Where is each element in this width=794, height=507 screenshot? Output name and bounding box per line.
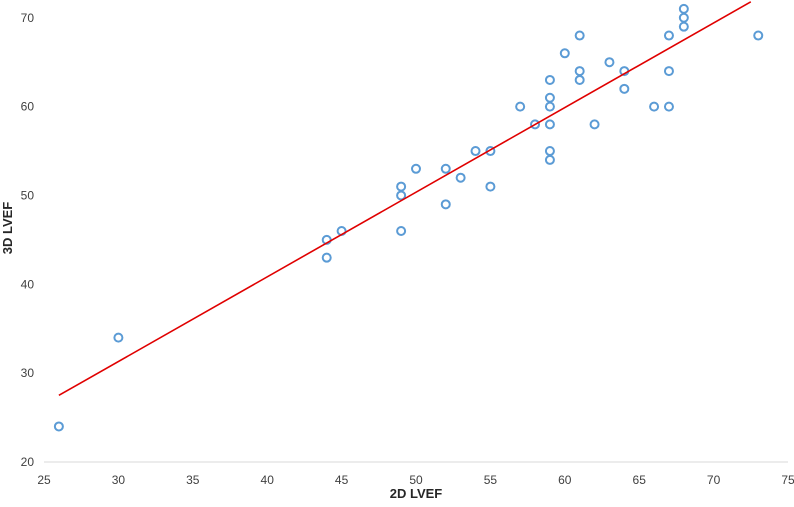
x-tick-label: 60	[558, 473, 572, 487]
data-point	[530, 119, 541, 130]
y-tick-label: 70	[21, 11, 35, 25]
x-tick-label: 45	[335, 473, 349, 487]
x-axis-title: 2D LVEF	[390, 486, 443, 501]
x-tick-label: 40	[261, 473, 275, 487]
data-point	[396, 181, 407, 192]
plot-area	[44, 1, 788, 463]
y-tick-label: 60	[21, 100, 35, 114]
data-point	[515, 101, 526, 112]
data-point	[663, 30, 674, 41]
data-point	[470, 146, 481, 157]
data-point	[574, 74, 585, 85]
data-point	[559, 48, 570, 59]
data-point	[440, 163, 451, 174]
trendline	[58, 1, 752, 397]
data-point	[544, 119, 555, 130]
data-point	[544, 92, 555, 103]
data-point	[649, 101, 660, 112]
x-tick-label: 70	[707, 473, 721, 487]
y-axis-ticks: 20 30 40 50 60 70	[21, 11, 35, 469]
data-point	[544, 146, 555, 157]
data-point	[589, 119, 600, 130]
data-point	[574, 30, 585, 41]
data-point	[619, 83, 630, 94]
data-point	[663, 66, 674, 77]
data-point	[455, 172, 466, 183]
x-tick-label: 50	[409, 473, 423, 487]
x-tick-label: 35	[186, 473, 200, 487]
data-point	[113, 332, 124, 343]
data-point	[321, 252, 332, 263]
data-point	[396, 226, 407, 236]
data-point	[604, 57, 615, 68]
data-point	[396, 190, 407, 201]
x-axis-ticks: 25 30 35 40 45 50 55 60 65 70 75	[37, 473, 794, 487]
y-tick-label: 20	[21, 455, 35, 469]
y-tick-label: 40	[21, 277, 35, 291]
x-tick-label: 75	[781, 473, 794, 487]
data-point	[53, 421, 64, 432]
data-point	[485, 146, 496, 157]
y-tick-label: 30	[21, 366, 35, 380]
data-point	[440, 199, 451, 210]
data-point	[544, 101, 555, 112]
y-axis-title: 3D LVEF	[0, 202, 15, 255]
x-tick-label: 65	[633, 473, 647, 487]
data-point	[544, 74, 555, 85]
x-tick-label: 55	[484, 473, 498, 487]
x-tick-label: 25	[37, 473, 51, 487]
data-point	[485, 181, 496, 192]
data-point	[678, 21, 689, 32]
data-point	[411, 163, 421, 174]
data-point	[663, 101, 674, 112]
data-point	[678, 3, 689, 14]
data-point	[753, 30, 764, 41]
data-point	[678, 12, 689, 23]
data-point	[544, 154, 555, 165]
x-tick-label: 30	[112, 473, 126, 487]
data-point	[574, 66, 585, 77]
y-tick-label: 50	[21, 188, 35, 202]
